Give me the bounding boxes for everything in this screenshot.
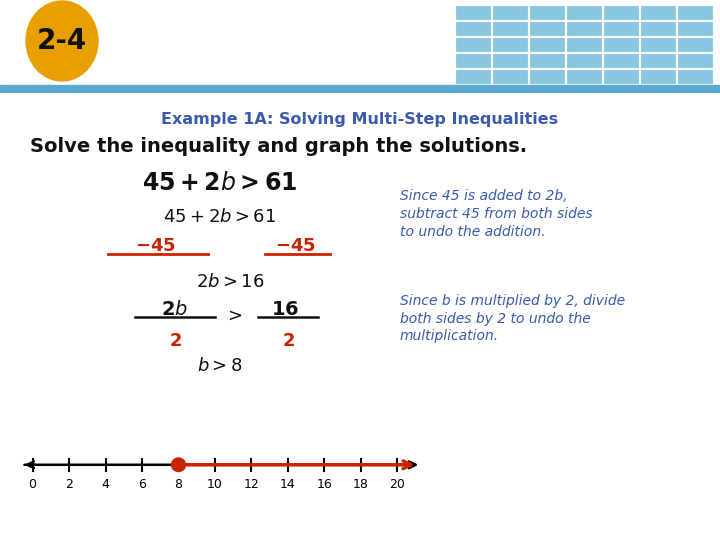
- Text: 6: 6: [138, 478, 146, 491]
- Text: 10: 10: [207, 478, 223, 491]
- Text: $\mathbf{45 + 2\mathit{b} > 61}$: $\mathbf{45 + 2\mathit{b} > 61}$: [143, 171, 298, 195]
- Bar: [604, 54, 638, 67]
- Bar: [493, 38, 527, 51]
- Text: both sides by 2 to undo the: both sides by 2 to undo the: [400, 312, 590, 326]
- Bar: [530, 38, 564, 51]
- Text: Since 45 is added to 2b,: Since 45 is added to 2b,: [400, 189, 567, 203]
- Bar: [678, 6, 712, 19]
- Bar: [567, 22, 601, 35]
- Bar: [604, 70, 638, 83]
- Bar: [530, 6, 564, 19]
- Bar: [567, 54, 601, 67]
- Text: 20: 20: [390, 478, 405, 491]
- Text: Multi-Step Inequalities: Multi-Step Inequalities: [115, 51, 437, 75]
- Text: $\mathbf{2}$: $\mathbf{2}$: [168, 332, 181, 349]
- Text: 8: 8: [174, 478, 183, 491]
- Text: $\mathbf{2\mathit{b}}$: $\mathbf{2\mathit{b}}$: [161, 300, 189, 319]
- Text: 4: 4: [102, 478, 109, 491]
- Bar: [641, 70, 675, 83]
- Text: multiplication.: multiplication.: [400, 329, 499, 343]
- Text: $\mathbf{16}$: $\mathbf{16}$: [271, 300, 299, 319]
- Bar: [604, 6, 638, 19]
- Text: Copyright © by Holt Mc Dougal. All Rights Reserved.: Copyright © by Holt Mc Dougal. All Right…: [434, 516, 708, 526]
- Text: $\mathit{b} > 8$: $\mathit{b} > 8$: [197, 356, 243, 375]
- Bar: [641, 38, 675, 51]
- Bar: [0, 85, 720, 93]
- Text: 18: 18: [353, 478, 369, 491]
- Bar: [493, 70, 527, 83]
- Text: Solving Two-Step and: Solving Two-Step and: [115, 13, 420, 37]
- Bar: [530, 70, 564, 83]
- Text: $45 + 2\mathit{b} > 61$: $45 + 2\mathit{b} > 61$: [163, 208, 276, 226]
- Bar: [456, 38, 490, 51]
- Text: subtract 45 from both sides: subtract 45 from both sides: [400, 207, 593, 221]
- Text: 2: 2: [65, 478, 73, 491]
- Bar: [530, 54, 564, 67]
- Text: 16: 16: [317, 478, 333, 491]
- Bar: [641, 54, 675, 67]
- Bar: [456, 22, 490, 35]
- Bar: [678, 54, 712, 67]
- Bar: [456, 54, 490, 67]
- Text: Solve the inequality and graph the solutions.: Solve the inequality and graph the solut…: [30, 137, 527, 156]
- Text: $\mathbf{-45}$: $\mathbf{-45}$: [135, 238, 176, 255]
- Bar: [493, 6, 527, 19]
- Text: to undo the addition.: to undo the addition.: [400, 225, 546, 239]
- Bar: [456, 6, 490, 19]
- Text: Example 1A: Solving Multi-Step Inequalities: Example 1A: Solving Multi-Step Inequalit…: [161, 112, 559, 127]
- Bar: [456, 70, 490, 83]
- Bar: [567, 70, 601, 83]
- Bar: [604, 38, 638, 51]
- Text: 2-4: 2-4: [37, 27, 87, 55]
- Text: Since b is multiplied by 2, divide: Since b is multiplied by 2, divide: [400, 294, 625, 308]
- Text: 14: 14: [280, 478, 296, 491]
- Bar: [641, 6, 675, 19]
- Bar: [604, 22, 638, 35]
- Bar: [567, 6, 601, 19]
- Text: 0: 0: [29, 478, 37, 491]
- Bar: [567, 38, 601, 51]
- Ellipse shape: [26, 1, 98, 81]
- Bar: [678, 70, 712, 83]
- Bar: [678, 38, 712, 51]
- Text: $\mathbf{2}$: $\mathbf{2}$: [282, 332, 294, 349]
- Text: $\mathbf{-45}$: $\mathbf{-45}$: [274, 238, 315, 255]
- Text: 12: 12: [243, 478, 259, 491]
- Bar: [530, 22, 564, 35]
- Bar: [641, 22, 675, 35]
- Bar: [493, 22, 527, 35]
- Text: $2\mathit{b} > 16$: $2\mathit{b} > 16$: [196, 273, 264, 291]
- Bar: [678, 22, 712, 35]
- Circle shape: [171, 458, 186, 471]
- Bar: [493, 54, 527, 67]
- Text: $>$: $>$: [224, 306, 243, 325]
- Text: Holt McDougal Algebra 1: Holt McDougal Algebra 1: [12, 515, 178, 528]
